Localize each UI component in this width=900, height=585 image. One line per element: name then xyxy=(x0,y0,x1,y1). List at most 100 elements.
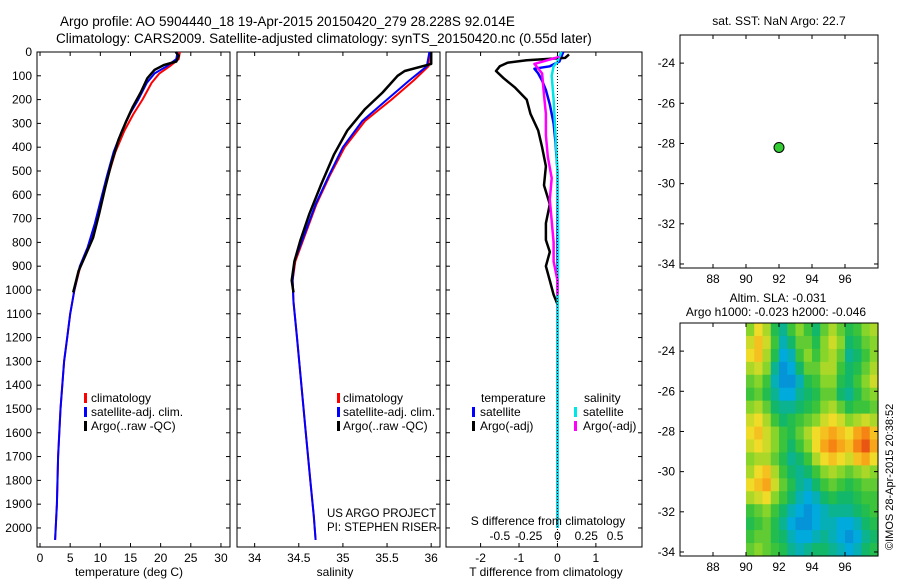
y-tick-label: -28 xyxy=(658,424,676,438)
y-tick-label: 2000 xyxy=(5,521,32,535)
y-tick-label: 1700 xyxy=(5,450,32,464)
sla-cell xyxy=(853,335,863,350)
sla-cell xyxy=(828,478,838,492)
sla-cell xyxy=(803,361,813,376)
sla-cell xyxy=(770,387,780,402)
sla-cell xyxy=(820,543,830,557)
y-tick-label: 900 xyxy=(12,259,32,273)
sla-cell xyxy=(779,413,788,428)
sla-cell xyxy=(762,530,772,544)
sla-cell xyxy=(869,543,879,557)
sla-cell xyxy=(812,543,821,557)
sla-cell xyxy=(869,413,879,428)
sla-cell xyxy=(845,323,854,337)
sla-cell xyxy=(828,452,838,466)
sla-cell xyxy=(795,361,805,376)
map-title: sat. SST: NaN Argo: 22.7 xyxy=(712,14,846,28)
legend-swatch xyxy=(337,407,340,417)
sla-cell xyxy=(861,400,871,415)
sla-cell xyxy=(803,335,813,350)
sla-cell xyxy=(828,543,838,557)
sla-cell xyxy=(820,465,830,479)
y-tick-label: -32 xyxy=(658,505,676,519)
sla-cell xyxy=(828,400,838,415)
sla-cell xyxy=(869,426,879,441)
sla-cell xyxy=(836,491,846,505)
x-tick-label: -1 xyxy=(514,551,525,565)
y-tick-label: -30 xyxy=(658,177,676,191)
sla-cell xyxy=(828,374,838,389)
legend-label: satellite-adj. clim. xyxy=(91,405,183,419)
legend-swatch xyxy=(574,421,577,431)
sla-cell xyxy=(762,517,772,531)
sla-cell xyxy=(803,517,813,531)
sla-cell xyxy=(754,400,764,415)
y-tick-label: -32 xyxy=(658,217,676,231)
sla-cell xyxy=(795,543,805,557)
sla-cell xyxy=(779,400,788,415)
sla-cell xyxy=(770,478,780,492)
sla-cell xyxy=(845,348,854,363)
sla-cell xyxy=(869,517,879,531)
sla-cell xyxy=(845,387,854,402)
sla-cell xyxy=(779,387,788,402)
sla-cell xyxy=(770,530,780,544)
sla-cell xyxy=(803,543,813,557)
x-tick-label: 35.5 xyxy=(375,551,399,565)
credit-project: US ARGO PROJECT xyxy=(327,508,436,520)
sla-cell xyxy=(845,491,854,505)
sla-cell xyxy=(795,491,805,505)
sla-cell xyxy=(869,465,879,479)
sla-cell xyxy=(828,504,838,518)
sla-cell xyxy=(812,374,821,389)
sla-cell xyxy=(861,387,871,402)
sla-cell xyxy=(787,504,797,518)
sla-cell xyxy=(853,439,863,454)
sla-cell xyxy=(779,335,788,350)
sla-cell xyxy=(746,478,755,492)
x-tick-label: -2 xyxy=(475,551,486,565)
sla-cell xyxy=(845,439,854,454)
sla-cell xyxy=(803,426,813,441)
sla-cell xyxy=(795,387,805,402)
sla-cell xyxy=(787,478,797,492)
x-axis-label: T difference from climatology xyxy=(469,565,623,579)
x-tick-label: 0 xyxy=(554,551,561,565)
sla-cell xyxy=(853,491,863,505)
x-tick-label: 10 xyxy=(94,551,108,565)
y-tick-label: -34 xyxy=(658,257,676,271)
sla-cell xyxy=(746,400,755,415)
sla-cell xyxy=(845,335,854,350)
sla-cell xyxy=(845,543,854,557)
sla-cell xyxy=(754,478,764,492)
y-tick-label: -28 xyxy=(658,136,676,150)
sla-cell xyxy=(861,465,871,479)
sla-cell xyxy=(820,413,830,428)
sla-cell xyxy=(770,439,780,454)
x-axis-label: salinity xyxy=(317,565,354,579)
sla-cell xyxy=(812,478,821,492)
sla-cell xyxy=(836,413,846,428)
sla-cell xyxy=(795,323,805,337)
sla-cell xyxy=(795,517,805,531)
sla-cell xyxy=(812,504,821,518)
legend-swatch xyxy=(337,393,340,403)
sla-cell xyxy=(754,504,764,518)
y-tick-label: 1100 xyxy=(6,307,32,321)
legend-label: satellite xyxy=(583,405,624,419)
top-x-tick-label: 0.25 xyxy=(575,529,599,543)
sla-cell xyxy=(762,387,772,402)
sla-cell xyxy=(779,465,788,479)
sla-cell xyxy=(861,413,871,428)
sla-cell xyxy=(812,452,821,466)
legend-label: Argo(-adj) xyxy=(583,419,636,433)
top-x-axis-label: S difference from climatology xyxy=(471,514,626,528)
sla-cell xyxy=(762,491,772,505)
sla-cell xyxy=(795,439,805,454)
y-tick-label: -24 xyxy=(658,56,676,70)
sla-cell xyxy=(787,543,797,557)
sla-cell xyxy=(803,504,813,518)
sla-cell xyxy=(853,426,863,441)
x-tick-label: 0 xyxy=(37,551,44,565)
